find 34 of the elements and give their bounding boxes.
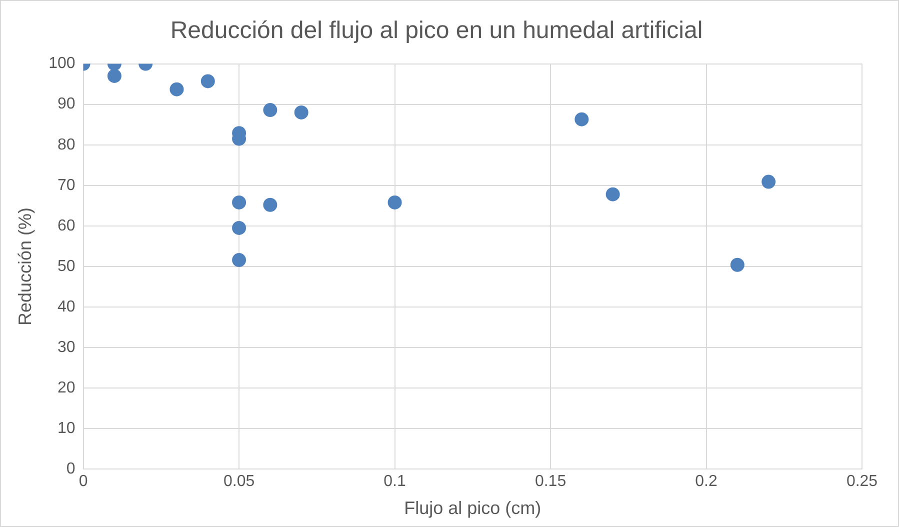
y-tick-label: 0 xyxy=(66,460,76,478)
y-tick-label: 90 xyxy=(58,96,76,113)
chart-title: Reducción del flujo al pico en un humedal artificial xyxy=(170,17,703,44)
point xyxy=(263,198,278,212)
x-axis-title: Flujo al pico (cm) xyxy=(404,498,542,518)
point xyxy=(762,174,776,189)
point xyxy=(263,103,278,118)
point xyxy=(606,187,620,202)
x-tick-label: 0.2 xyxy=(695,473,718,490)
x-tick-label: 0.15 xyxy=(534,473,566,490)
x-tick-label: 0 xyxy=(78,473,88,490)
y-tick-label: 20 xyxy=(58,380,76,397)
y-tick-label: 10 xyxy=(58,420,76,438)
point xyxy=(574,112,589,126)
point xyxy=(170,82,184,96)
y-tick-label: 30 xyxy=(58,338,76,356)
point xyxy=(107,68,122,83)
y-tick-label: 60 xyxy=(58,217,76,234)
y-tick-label: 50 xyxy=(58,258,76,275)
x-tick-label: 0.05 xyxy=(223,473,255,490)
y-tick-label: 80 xyxy=(58,136,76,154)
x-tick-label: 0.1 xyxy=(384,473,406,490)
y-tick-label: 70 xyxy=(58,176,76,194)
y-tick-label: 100 xyxy=(48,55,76,72)
point xyxy=(294,105,308,120)
y-tick-label: 40 xyxy=(58,298,76,316)
point xyxy=(232,220,246,235)
point xyxy=(200,74,215,88)
point xyxy=(232,253,246,268)
x-tick-label: 0.25 xyxy=(846,473,878,490)
y-axis-title: Reducción (%) xyxy=(14,207,35,326)
point xyxy=(388,195,402,210)
point xyxy=(232,195,246,210)
point xyxy=(730,258,744,272)
